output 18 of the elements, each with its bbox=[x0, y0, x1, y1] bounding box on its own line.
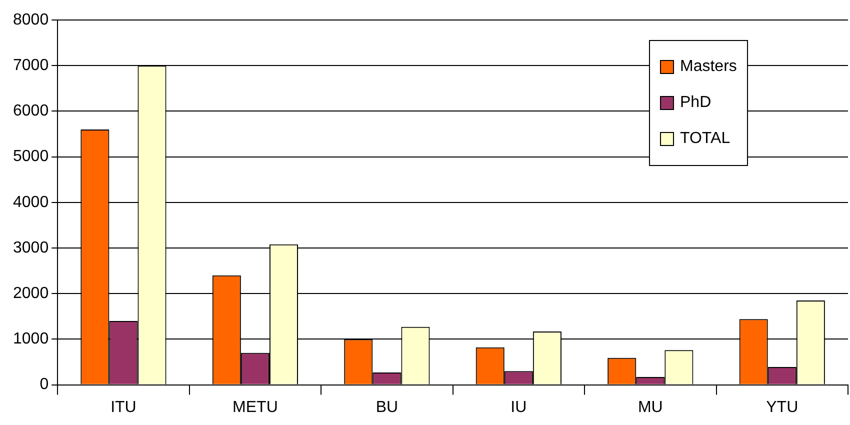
x-tick-label: METU bbox=[232, 398, 278, 416]
y-tick-label: 2000 bbox=[13, 285, 49, 302]
y-tick-label: 1000 bbox=[13, 330, 49, 348]
x-tick-label: ITU bbox=[110, 398, 136, 416]
y-tick-label: 7000 bbox=[13, 57, 49, 74]
y-tick-label: 5000 bbox=[13, 148, 49, 166]
legend-label: Masters bbox=[680, 58, 737, 76]
y-tick-label: 8000 bbox=[13, 11, 49, 28]
y-tick-label: 6000 bbox=[13, 102, 49, 120]
x-tick-label: YTU bbox=[766, 398, 798, 416]
y-tick-label: 0 bbox=[40, 376, 49, 394]
x-tick-label: MU bbox=[638, 398, 663, 416]
legend-label: PhD bbox=[680, 94, 712, 112]
legend-label: TOTAL bbox=[680, 130, 730, 148]
y-tick-label: 4000 bbox=[13, 194, 49, 211]
x-tick-label: IU bbox=[510, 398, 527, 416]
x-tick-label: BU bbox=[376, 398, 398, 416]
y-tick-label: 3000 bbox=[13, 239, 49, 256]
